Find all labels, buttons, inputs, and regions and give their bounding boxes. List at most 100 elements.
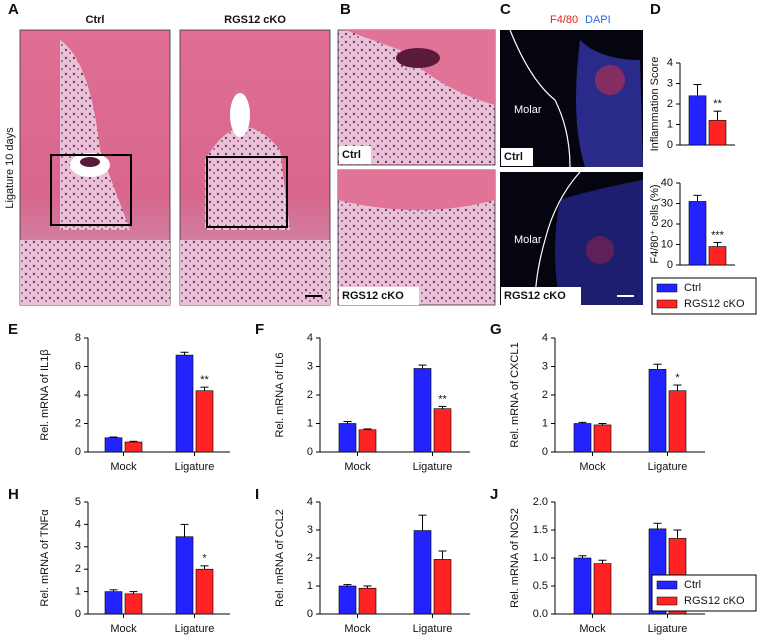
panel-letter: D — [650, 1, 661, 18]
y-tick-label: 2 — [667, 98, 673, 110]
y-axis-label: Rel. mRNA of IL6 — [274, 353, 286, 438]
bar — [338, 585, 357, 615]
y-tick-label: 6 — [75, 360, 81, 372]
panel-letter: G — [490, 321, 502, 338]
y-axis-label: Rel. mRNA of CXCL1 — [509, 342, 521, 447]
bar — [593, 563, 612, 615]
y-tick-label: 20 — [661, 218, 673, 230]
y-tick-label: 4 — [75, 389, 81, 401]
legend-label: RGS12 cKO — [684, 298, 745, 310]
image-label: Ctrl — [504, 151, 523, 163]
bar — [413, 530, 432, 615]
x-tick-label: Ligature — [648, 461, 688, 473]
legend-swatch — [656, 580, 678, 590]
y-tick-label: 2.0 — [533, 496, 548, 508]
y-tick-label: 1.0 — [533, 552, 548, 564]
x-tick-label: Mock — [344, 623, 371, 635]
y-tick-label: 8 — [75, 332, 81, 344]
bar — [124, 441, 143, 453]
significance: * — [675, 372, 680, 384]
x-tick-label: Ligature — [175, 623, 215, 635]
y-tick-label: 4 — [667, 57, 673, 69]
label-box — [339, 287, 419, 305]
legend-label: RGS12 cKO — [684, 595, 745, 607]
y-tick-label: 1 — [75, 586, 81, 598]
image-label: Molar — [514, 234, 542, 246]
bar — [573, 423, 592, 453]
stain-label: F4/80 — [550, 14, 578, 26]
bar — [358, 429, 377, 453]
y-tick-label: 1 — [667, 118, 673, 130]
significance: *** — [711, 229, 725, 241]
bar — [708, 246, 727, 266]
y-tick-label: 1.5 — [533, 524, 548, 536]
y-tick-label: 0 — [667, 259, 673, 271]
y-axis-label: Rel. mRNA of IL1β — [39, 349, 51, 440]
legend-swatch — [656, 299, 678, 309]
bar — [175, 536, 194, 615]
panel-letter: J — [490, 486, 498, 503]
y-tick-label: 2 — [75, 563, 81, 575]
bar — [358, 587, 377, 615]
image-header: RGS12 cKO — [224, 14, 286, 26]
panel-letter: B — [340, 1, 351, 18]
label-box — [501, 287, 581, 305]
panel-letter: F — [255, 321, 264, 338]
significance: ** — [713, 98, 722, 110]
bar — [648, 369, 667, 453]
x-tick-label: Mock — [344, 461, 371, 473]
y-tick-label: 4 — [542, 332, 548, 344]
legend-label: Ctrl — [684, 282, 701, 294]
y-tick-label: 0.5 — [533, 580, 548, 592]
side-label: Ligature 10 days — [4, 127, 16, 209]
panel-letter: E — [8, 321, 18, 338]
y-tick-label: 30 — [661, 197, 673, 209]
y-tick-label: 0 — [307, 446, 313, 458]
bar — [413, 368, 432, 453]
panel-letter: H — [8, 486, 19, 503]
y-axis-label: Rel. mRNA of NOS2 — [509, 508, 521, 608]
image-label: RGS12 cKO — [342, 290, 404, 302]
bar — [104, 591, 123, 615]
y-tick-label: 1 — [307, 580, 313, 592]
bar — [688, 201, 707, 266]
y-tick-label: 3 — [307, 524, 313, 536]
y-tick-label: 3 — [307, 360, 313, 372]
y-axis-label: Rel. mRNA of CCL2 — [274, 509, 286, 607]
stain-label: DAPI — [585, 14, 611, 26]
y-tick-label: 0 — [542, 446, 548, 458]
y-tick-label: 10 — [661, 238, 673, 250]
y-tick-label: 0.0 — [533, 608, 548, 620]
x-tick-label: Ligature — [175, 461, 215, 473]
histology-images-a — [19, 29, 331, 306]
x-tick-label: Ligature — [648, 623, 688, 635]
histology-images-b — [337, 29, 496, 306]
y-tick-label: 0 — [75, 446, 81, 458]
bar — [433, 408, 452, 453]
legend-swatch — [656, 283, 678, 293]
x-tick-label: Mock — [110, 623, 137, 635]
y-axis-label: F4/80⁺ cells (%) — [649, 184, 661, 263]
image-header: Ctrl — [86, 14, 105, 26]
label-box — [339, 146, 371, 164]
y-tick-label: 2 — [307, 389, 313, 401]
bar — [195, 390, 214, 453]
significance: * — [202, 553, 207, 565]
panel-letter: I — [255, 486, 259, 503]
bar — [104, 437, 123, 453]
x-tick-label: Mock — [579, 623, 606, 635]
label-box — [501, 148, 533, 166]
y-tick-label: 5 — [75, 496, 81, 508]
bar — [593, 424, 612, 453]
bar — [433, 559, 452, 615]
y-tick-label: 0 — [307, 608, 313, 620]
x-tick-label: Ligature — [413, 461, 453, 473]
y-tick-label: 3 — [542, 360, 548, 372]
y-tick-label: 0 — [75, 608, 81, 620]
bar — [708, 120, 727, 146]
y-tick-label: 1 — [542, 417, 548, 429]
x-tick-label: Mock — [579, 461, 606, 473]
bar — [668, 390, 687, 453]
y-tick-label: 3 — [75, 541, 81, 553]
